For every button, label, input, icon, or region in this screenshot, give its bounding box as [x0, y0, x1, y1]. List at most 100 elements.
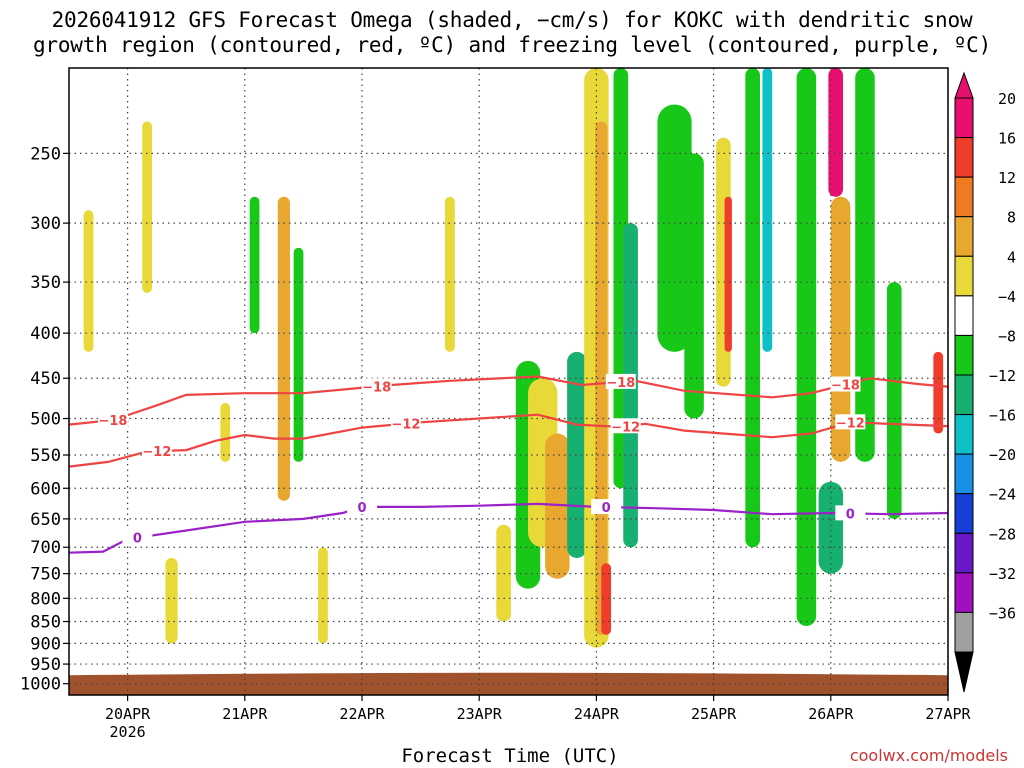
y-tick-label-950: 950 [30, 655, 61, 675]
contour-label-bg [591, 499, 622, 515]
omega-shading-14 [762, 68, 773, 352]
y-tick-label-650: 650 [30, 510, 61, 530]
colorbar-label-6: −8 [998, 327, 1016, 345]
contour-label-bg [97, 412, 128, 428]
omega-shading-9 [657, 104, 692, 352]
colorbar-swatch-8 [954, 414, 974, 455]
x-tick-label-23APR: 23APR [457, 705, 503, 723]
omega-shading-12 [724, 196, 732, 352]
omega-shading-27 [318, 547, 328, 644]
contour-label-dgz-12-2: −12 [611, 420, 640, 435]
colorbar-swatch-2 [954, 176, 974, 218]
x-tick-label-24APR: 24APR [574, 705, 620, 723]
y-tick-label-450: 450 [30, 369, 61, 389]
colorbar-label-5: −4 [998, 288, 1016, 306]
contour-label-bg [390, 415, 421, 431]
contour-label-freezing-0-3: 0 [846, 507, 855, 522]
colorbar-swatch-3 [954, 216, 974, 257]
colorbar-swatch-11 [954, 532, 974, 574]
omega-shading-13 [745, 68, 760, 548]
chart-title-line1: 2026041912 GFS Forecast Omega (shaded, −… [51, 8, 973, 32]
y-tick-label-350: 350 [30, 273, 61, 293]
x-tick-label-25APR: 25APR [691, 705, 737, 723]
contour-label-dgz-12-1: −12 [391, 418, 420, 433]
y-tick-label-550: 550 [30, 446, 61, 466]
colorbar-swatch-9 [954, 453, 974, 495]
omega-shading-19 [818, 481, 844, 574]
y-tick-label-300: 300 [30, 214, 61, 234]
contour-label-bg [361, 378, 392, 394]
y-tick-label-750: 750 [30, 565, 61, 585]
y-tick-label-500: 500 [30, 410, 61, 430]
colorbar-swatch-12 [954, 572, 974, 613]
colorbar-label-11: −28 [989, 525, 1016, 543]
omega-shading-24 [249, 196, 260, 334]
contour-label-bg [830, 376, 861, 392]
colorbar-label-12: −32 [989, 565, 1016, 583]
contour-label-freezing-0-1: 0 [357, 501, 366, 516]
x-axis-label: Forecast Time (UTC) [401, 745, 618, 767]
contour-label-bg [605, 373, 636, 389]
contour-label-bg [141, 443, 172, 459]
y-tick-label-850: 850 [30, 613, 61, 633]
contour-line-dgz-12 [68, 413, 949, 468]
y-tick-label-1000: 1000 [20, 675, 61, 695]
chart-title-line2: growth region (contoured, red, ºC) and f… [32, 33, 992, 57]
contour-label-dgz-18-0: −18 [98, 414, 127, 429]
omega-shading-25 [277, 196, 290, 501]
colorbar-label-2: 12 [998, 169, 1016, 187]
colorbar-label-9: −20 [989, 446, 1016, 464]
contour-label-freezing-0-2: 0 [602, 501, 611, 516]
omega-shading-10 [684, 153, 704, 419]
colorbar-label-3: 8 [1007, 209, 1016, 227]
colorbar-bottom-arrow [954, 651, 974, 693]
y-tick-label-250: 250 [30, 144, 61, 164]
omega-shading-26 [293, 247, 304, 462]
contour-label-dgz-18-1: −18 [362, 380, 391, 395]
contour-label-dgz-12-3: −12 [836, 416, 865, 431]
y-tick-label-600: 600 [30, 479, 61, 499]
contour-label-bg [835, 505, 866, 521]
omega-shading-21 [933, 351, 944, 434]
x-tick-label-26APR: 26APR [808, 705, 854, 723]
contour-line-freezing-0 [68, 502, 949, 554]
contour-label-dgz-18-2: −18 [606, 376, 635, 391]
colorbar-swatch-4 [954, 255, 974, 297]
omega-shading-30 [83, 210, 94, 352]
omega-shading-18 [855, 68, 875, 462]
colorbar-label-13: −36 [989, 604, 1016, 622]
omega-shading-2 [545, 433, 570, 579]
x-tick-label-21APR: 21APR [222, 705, 268, 723]
omega-shading-22 [165, 558, 178, 644]
omega-shading-20 [886, 282, 902, 519]
x-tick-sublabel-year: 2026 [110, 723, 146, 741]
colorbar-swatch-13 [954, 611, 974, 653]
plot-frame [68, 67, 949, 696]
contour-label-freezing-0-0: 0 [133, 532, 142, 547]
colorbar-top-arrow [954, 71, 974, 99]
colorbar-label-4: 4 [1007, 248, 1016, 266]
colorbar-swatch-0 [954, 97, 974, 139]
omega-shading-23 [220, 402, 231, 462]
x-tick-label-22APR: 22APR [339, 705, 385, 723]
omega-shading-28 [445, 196, 455, 352]
contour-label-bg [347, 498, 377, 514]
contour-label-bg [122, 529, 153, 545]
colorbar-label-10: −24 [989, 486, 1016, 504]
colorbar-label-7: −12 [989, 367, 1016, 385]
colorbar-swatch-1 [954, 137, 974, 178]
x-tick-label-20APR: 20APR [105, 705, 151, 723]
contour-label-bg [610, 418, 641, 434]
omega-shading-6 [601, 563, 612, 635]
colorbar-swatch-5 [954, 295, 974, 336]
contour-line-dgz-18 [68, 375, 949, 426]
contour-label-dgz-18-3: −18 [831, 379, 860, 394]
colorbar-label-1: 16 [998, 130, 1016, 148]
colorbar-label-0: 20 [998, 90, 1016, 108]
contour-label-dgz-12-0: −12 [142, 445, 171, 460]
y-tick-label-800: 800 [30, 589, 61, 609]
y-tick-label-400: 400 [30, 324, 61, 344]
colorbar-swatch-6 [954, 334, 974, 376]
omega-shading-17 [830, 196, 851, 462]
omega-shading-31 [142, 121, 153, 293]
